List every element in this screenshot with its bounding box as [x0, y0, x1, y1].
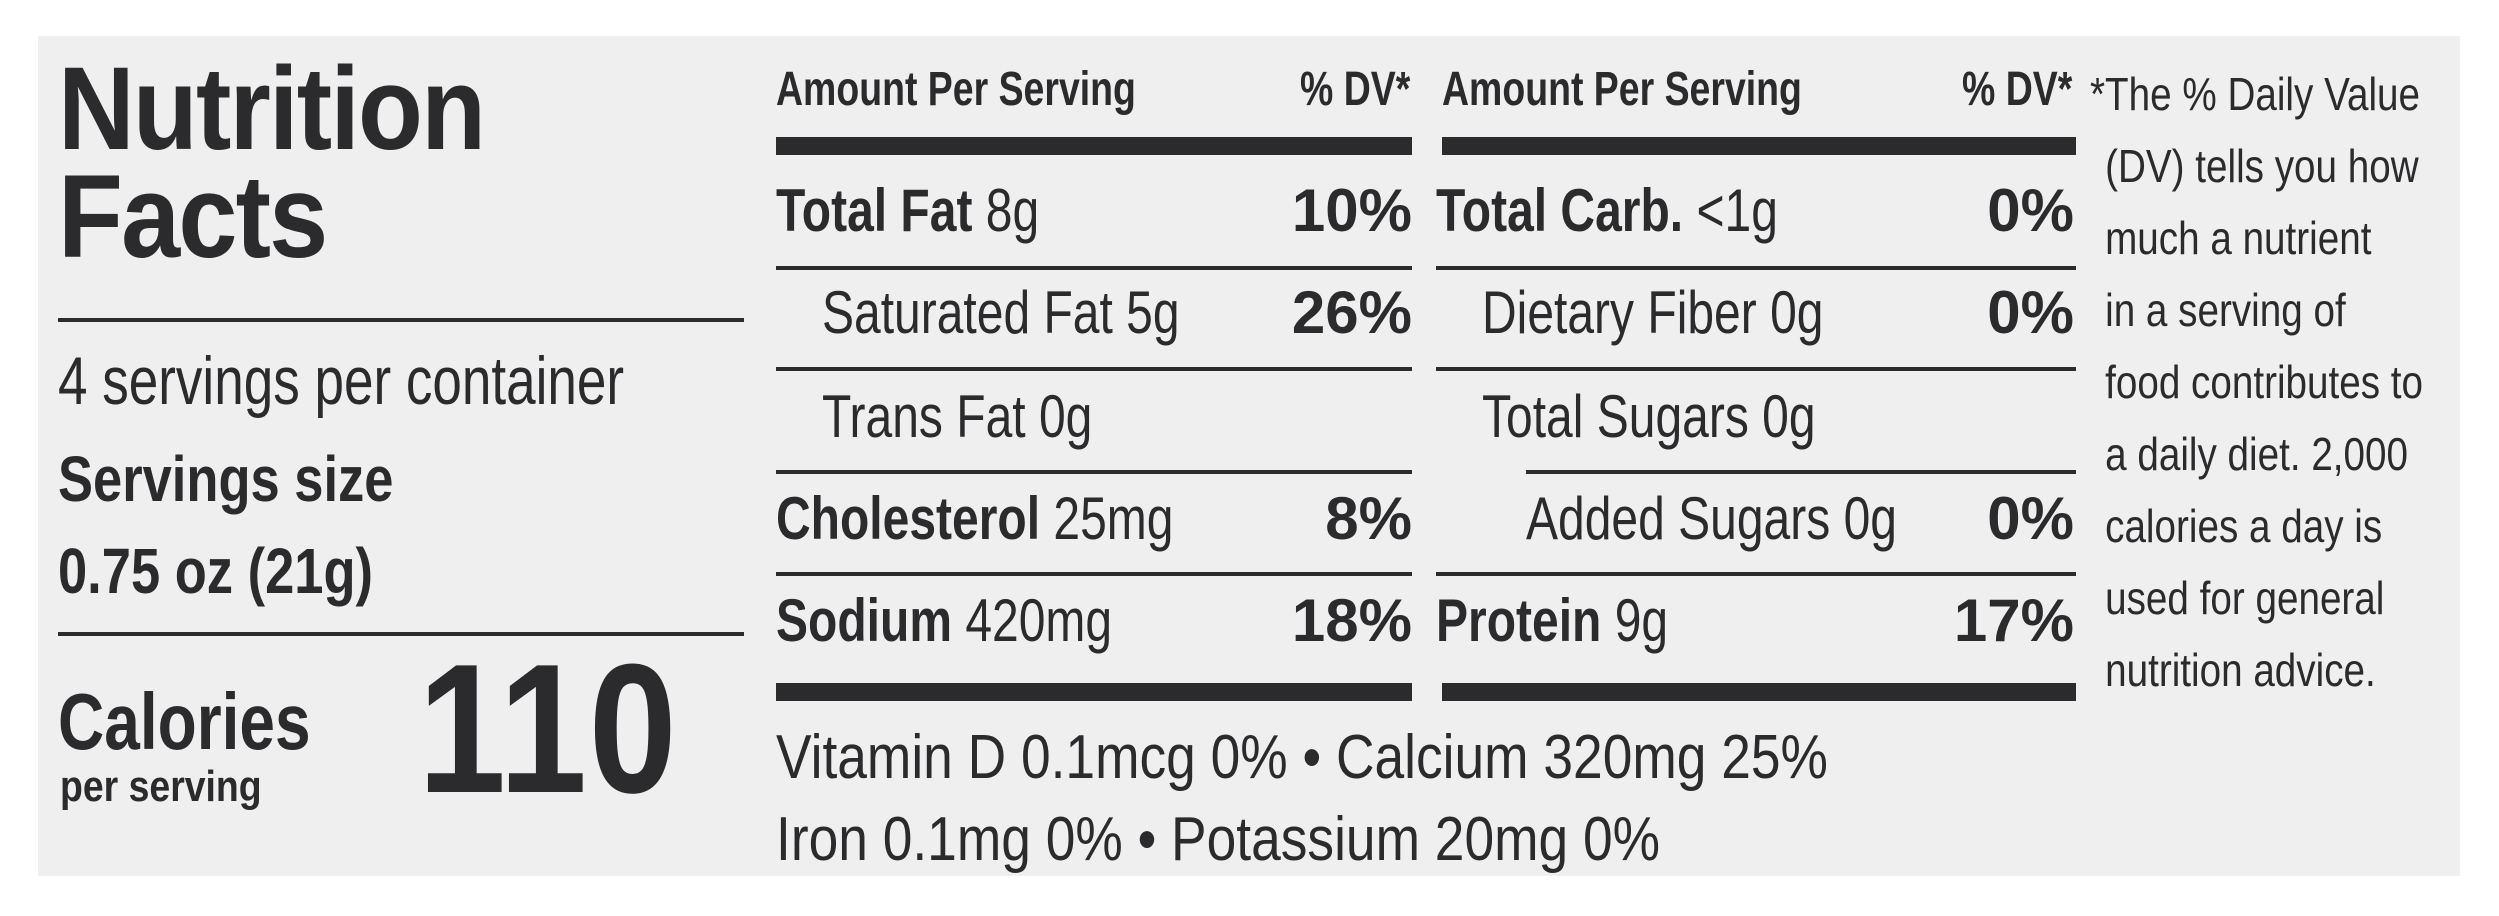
row-divider	[1436, 367, 2076, 371]
calories-value: 110	[418, 625, 679, 831]
nutrient-added-sugars: Added Sugars 0g	[1526, 485, 1897, 552]
left-header-bar	[776, 137, 1412, 155]
total-carb-dv: 0%	[1987, 177, 2074, 244]
right-header-amount: Amount Per Serving	[1442, 63, 1802, 116]
row-divider	[776, 367, 1412, 371]
protein-dv: 17%	[1953, 587, 2074, 654]
daily-value-footnote: *The % Daily Value (DV) tells you how mu…	[2090, 58, 2423, 706]
nutrient-trans-fat: Trans Fat 0g	[822, 383, 1093, 450]
nutrient-dietary-fiber: Dietary Fiber 0g	[1482, 279, 1824, 346]
sodium-dv: 18%	[1291, 587, 1412, 654]
nutrient-protein: Protein 9g	[1436, 587, 1669, 654]
saturated-fat-dv: 26%	[1291, 279, 1412, 346]
footnote-line: *The % Daily Value	[2090, 68, 2421, 120]
calories-per-serving: per serving	[60, 762, 262, 811]
footnote-line: used for general	[2105, 572, 2385, 624]
vitamins-line-2: Iron 0.1mg 0% • Potassium 20mg 0%	[776, 805, 1661, 874]
title-line-2: Facts	[58, 151, 328, 283]
vitamins-line-1: Vitamin D 0.1mcg 0% • Calcium 320mg 25%	[776, 723, 1828, 792]
dietary-fiber-dv: 0%	[1987, 279, 2074, 346]
row-divider	[1436, 572, 2076, 576]
nutrient-sodium: Sodium 420mg	[776, 587, 1113, 654]
footnote-line: in a serving of	[2105, 284, 2346, 336]
row-divider	[1436, 266, 2076, 270]
footnote-line: a daily diet. 2,000	[2105, 428, 2409, 480]
footnote-line: much a nutrient	[2105, 212, 2372, 264]
left-footer-bar	[776, 683, 1412, 701]
right-header-bar	[1442, 137, 2076, 155]
serving-size-label: Servings size	[58, 443, 394, 515]
calories-label: Calories	[58, 677, 311, 766]
left-header-amount: Amount Per Serving	[776, 63, 1136, 116]
added-sugars-dv: 0%	[1987, 485, 2074, 552]
row-divider	[776, 572, 1412, 576]
footnote-line: nutrition advice.	[2105, 644, 2376, 696]
nutrient-total-fat: Total Fat 8g	[776, 177, 1040, 244]
row-divider	[1526, 470, 2076, 474]
cholesterol-dv: 8%	[1325, 485, 1412, 552]
right-footer-bar	[1442, 683, 2076, 701]
title-divider	[58, 318, 744, 322]
row-divider	[776, 470, 1412, 474]
nutrient-total-carb: Total Carb. <1g	[1436, 177, 1778, 244]
title-line-1: Nutrition	[58, 43, 486, 175]
footnote-line: calories a day is	[2105, 500, 2383, 552]
nutrient-cholesterol: Cholesterol 25mg	[776, 485, 1174, 552]
nutrient-saturated-fat: Saturated Fat 5g	[822, 279, 1180, 346]
serving-divider	[58, 632, 744, 636]
right-header-dv: % DV*	[1962, 63, 2073, 116]
footnote-line: (DV) tells you how	[2105, 140, 2419, 192]
row-divider	[776, 266, 1412, 270]
left-header-dv: % DV*	[1300, 63, 1411, 116]
servings-per-container: 4 servings per container	[58, 343, 625, 419]
serving-size-value: 0.75 oz (21g)	[58, 535, 373, 607]
footnote-line: food contributes to	[2105, 356, 2424, 408]
nutrition-label	[38, 36, 2460, 876]
nutrient-total-sugars: Total Sugars 0g	[1482, 383, 1816, 450]
total-fat-dv: 10%	[1291, 177, 1412, 244]
